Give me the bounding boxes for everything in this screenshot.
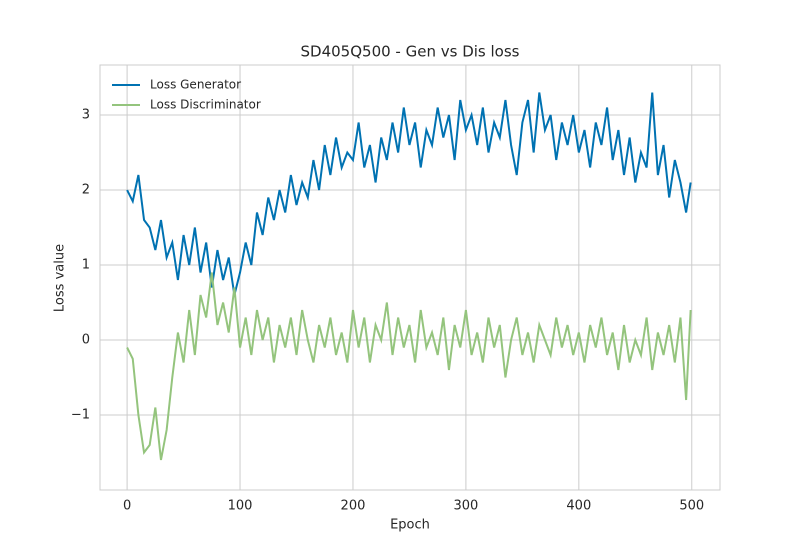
- x-tick-label: 400: [566, 499, 591, 514]
- x-tick-label: 300: [453, 499, 478, 514]
- plot-frame: [99, 64, 721, 491]
- y-tick-label: 0: [82, 333, 90, 348]
- data-line: [126, 272, 692, 461]
- x-tick-label: 200: [341, 499, 366, 514]
- x-tick-label: 100: [228, 499, 253, 514]
- y-tick-label: 3: [82, 108, 90, 123]
- x-axis-label: Epoch: [390, 518, 430, 533]
- x-tick-label: 500: [679, 499, 704, 514]
- legend-label: Loss Discriminator: [150, 98, 261, 112]
- y-tick-label: −1: [71, 408, 90, 423]
- y-tick-label: 1: [82, 258, 90, 273]
- y-tick-label: 2: [82, 183, 90, 198]
- chart-title: SD405Q500 - Gen vs Dis loss: [301, 43, 520, 61]
- x-tick-label: 0: [123, 499, 131, 514]
- legend-label: Loss Generator: [150, 78, 241, 92]
- y-axis-label: Loss value: [53, 244, 68, 312]
- data-line: [126, 92, 692, 296]
